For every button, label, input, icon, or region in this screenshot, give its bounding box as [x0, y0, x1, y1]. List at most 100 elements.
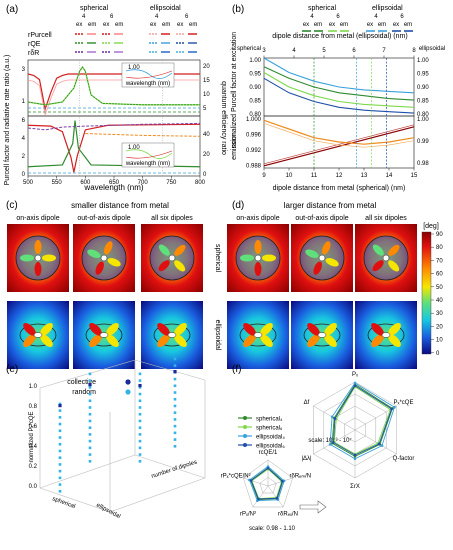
map-core — [381, 332, 391, 338]
a-y2tick-label: 10 — [203, 92, 210, 98]
d-col-on-axis: on-axis dipole — [236, 215, 279, 222]
b-ytick-label: 0.85 — [249, 99, 261, 105]
d-col-all-six: all six dipoles — [365, 215, 407, 222]
map-shell — [303, 323, 341, 347]
f-radar-small: rcQE/1 rδRₑₘ/N rδRₑₓ/N rPₓ/N² rPₓ*cQE/N² — [221, 450, 327, 518]
a-inset-2 — [121, 142, 175, 168]
colorbar — [421, 231, 432, 355]
e-random-point — [138, 433, 142, 436]
b-legend-exem: em — [378, 22, 386, 28]
a-legend-spherical: spherical — [80, 5, 108, 12]
map-shell — [153, 323, 191, 347]
f-legend-label: spherical₆ — [256, 426, 283, 432]
e-box-edge — [39, 454, 136, 489]
map-core — [254, 254, 262, 262]
map-lobe — [307, 334, 320, 347]
map-lobe — [260, 334, 273, 347]
map-lobe — [106, 334, 119, 347]
a-rqe-line-2 — [27, 66, 200, 106]
f-small-ring — [259, 477, 277, 494]
e-random-point — [58, 483, 62, 486]
f-big-axis-label: Pₓ — [352, 372, 358, 378]
b-ytick-label: 0.988 — [246, 164, 262, 170]
map-lobe — [243, 334, 256, 347]
a-y2tick-label: 15 — [203, 78, 210, 84]
e-random-point — [173, 364, 177, 367]
map-lobe — [372, 260, 384, 272]
f-legend-marker — [243, 443, 247, 447]
colorbar-tick-label: 50 — [436, 285, 443, 291]
f-legend-marker — [243, 416, 247, 420]
d-col-out-of-axis: out-of-axis dipole — [295, 215, 348, 222]
e-random-point — [58, 409, 62, 412]
map-lobe — [305, 249, 319, 258]
b-upper-line — [263, 66, 415, 101]
map-core — [33, 332, 43, 338]
colorbar-tick-label: 20 — [436, 324, 443, 330]
map-core — [99, 332, 109, 338]
b-lower-line — [263, 119, 415, 145]
a-ex4: ex — [177, 22, 183, 28]
a-y2tick-label: 0 — [203, 172, 207, 178]
a-ytick-label: 4 — [22, 136, 26, 142]
map-core — [253, 332, 263, 338]
f-big-point — [377, 442, 381, 446]
e-random-point — [138, 460, 142, 463]
b-legend-n: 4 — [374, 14, 378, 20]
a-row-rqe: rQE — [28, 41, 41, 48]
b-y2tick-label: 0.90 — [417, 85, 429, 91]
f-big-point — [390, 407, 393, 411]
e-points: 0.0 0.2 0.4 0.6 0.8 1.0 — [29, 357, 177, 493]
a-row-rpurcell: rPurcell — [28, 32, 52, 39]
map-lobe — [23, 334, 36, 347]
map-lobe — [34, 240, 42, 254]
map-lobe — [23, 323, 36, 336]
a-ytick-label: 0 — [22, 172, 26, 178]
a-y2tick-label: 20 — [203, 152, 210, 158]
b-xtick-label: 9 — [262, 173, 266, 179]
b-legend-spherical: spherical — [308, 5, 336, 12]
map-shell — [299, 235, 345, 281]
e-axis-spherical: spherical — [51, 496, 76, 510]
map-lobe — [324, 323, 337, 336]
map-shell — [367, 323, 405, 347]
map-core — [168, 254, 176, 262]
b-ytick-label: 0.95 — [249, 72, 261, 78]
a-ytick-label: 2 — [22, 154, 26, 160]
colorbar-tick-label: 80 — [436, 245, 443, 251]
a-inset-curve — [125, 69, 173, 79]
map-lobe — [371, 323, 384, 336]
map-lobe — [157, 334, 170, 347]
f-legend-label: spherical₄ — [256, 417, 283, 423]
map-lobe — [40, 323, 53, 336]
b-legend-exem: em — [404, 22, 412, 28]
a-y2tick-label: 40 — [203, 132, 210, 138]
e-random-point — [58, 429, 62, 433]
map-core — [317, 332, 327, 338]
e-random-point — [88, 379, 92, 382]
b-legend-exem: em — [314, 22, 322, 28]
b-xtick-label: 12 — [336, 173, 343, 179]
a-bottom-dr — [27, 122, 201, 131]
f-big-point — [353, 453, 357, 457]
e-random-point — [88, 439, 92, 443]
e-collective-point — [58, 404, 62, 408]
e-random-point — [88, 392, 92, 396]
map-lobe — [307, 323, 320, 336]
c-col-all-six: all six dipoles — [151, 215, 193, 222]
f-big-point — [393, 405, 396, 409]
e-ztick-label: 0.0 — [29, 484, 38, 490]
f-small-axis-label: rδRₑₘ/N — [290, 473, 312, 479]
b-ytick-label: 1.00 — [249, 58, 261, 64]
e-legend-random-marker — [125, 389, 131, 395]
map-lobe — [95, 261, 104, 275]
a-bottom-orange — [85, 133, 201, 137]
e-random-point — [173, 397, 177, 401]
f-small-point — [257, 497, 260, 501]
a-curves — [27, 60, 201, 176]
b-legend: 4 6 4 6ex em ex em ex em ex em — [302, 14, 413, 32]
map-lobe — [388, 323, 401, 336]
colorbar-tick-label: 70 — [436, 258, 443, 264]
e-random-point — [58, 416, 62, 419]
map-lobe — [157, 323, 170, 336]
